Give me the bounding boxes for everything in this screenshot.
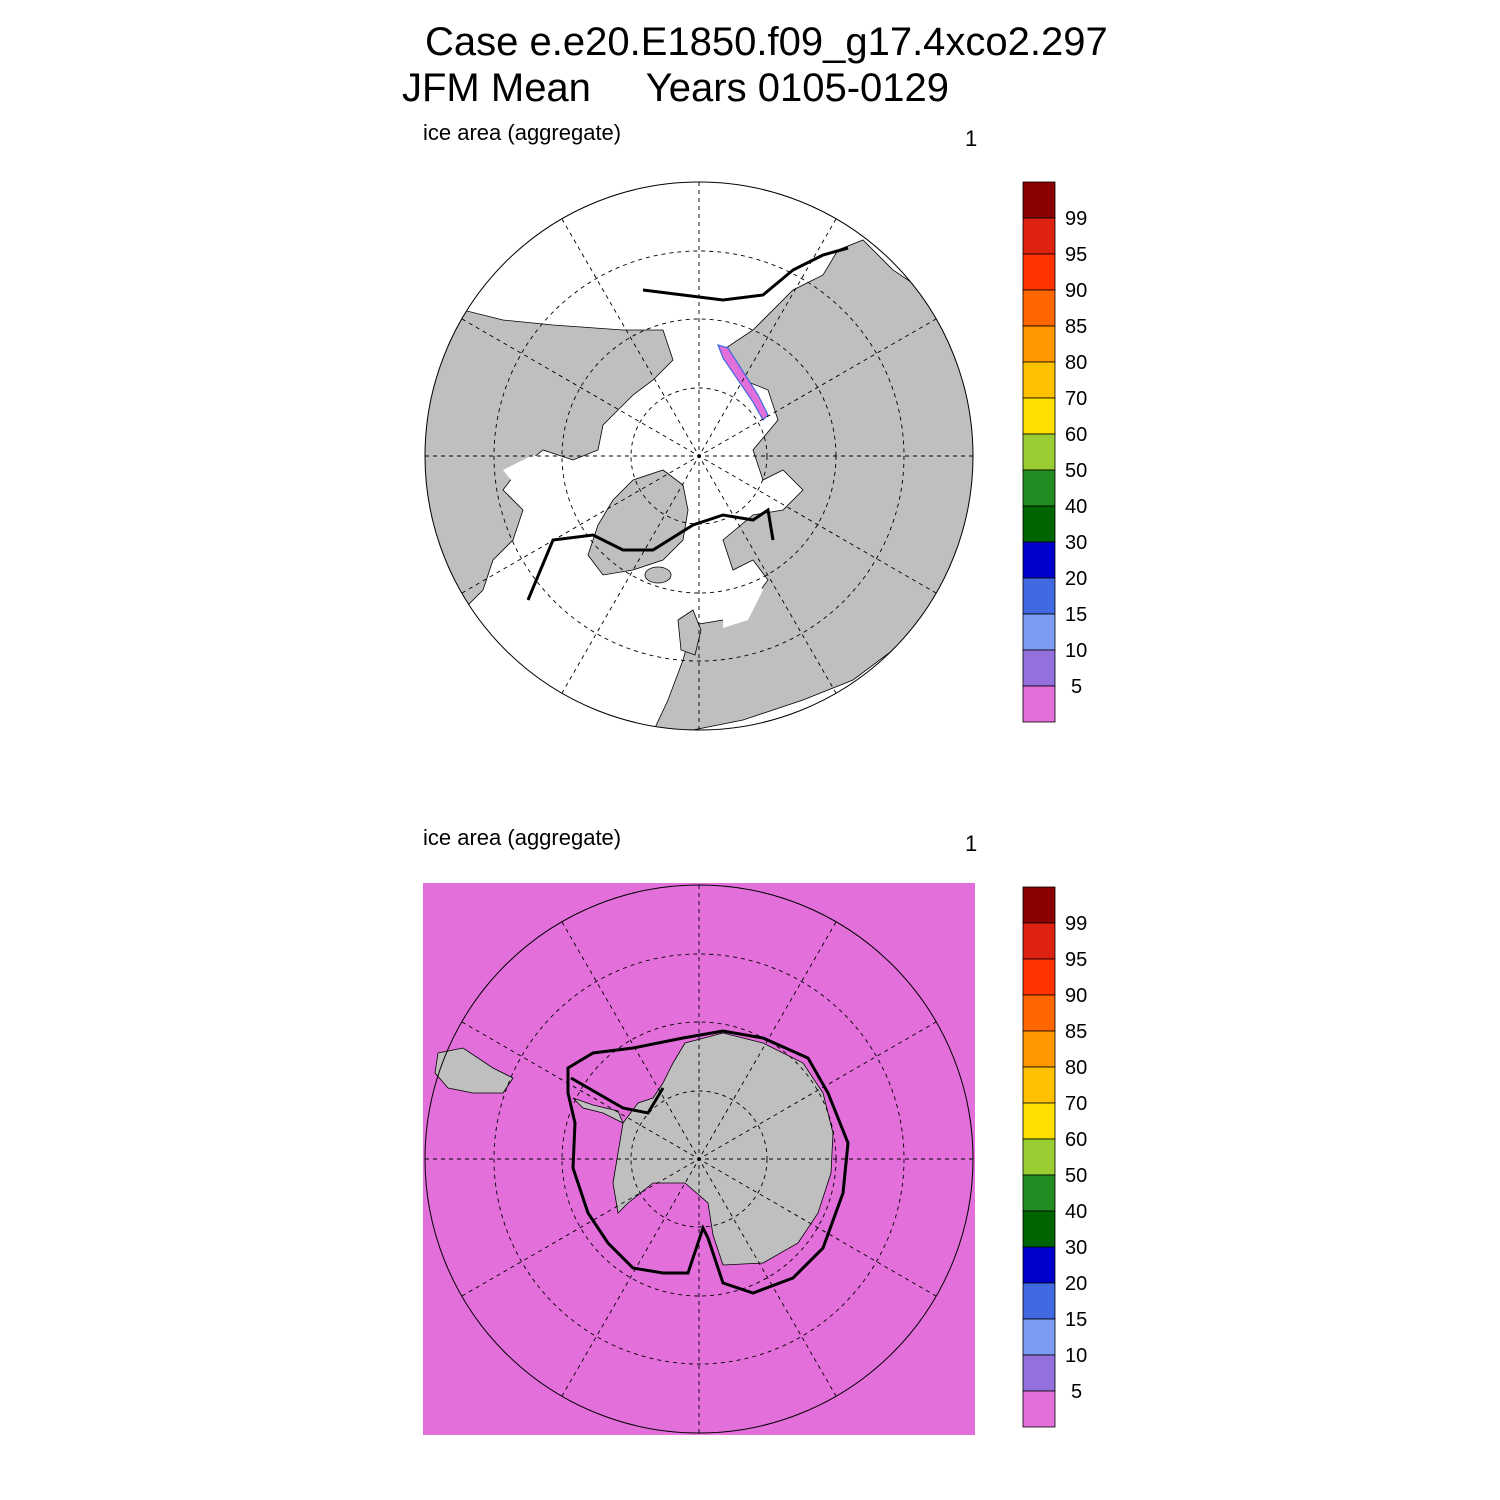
colorbar-2-label-99: 99	[1065, 913, 1087, 935]
north-ice-edge-atlantic	[526, 507, 775, 601]
colorbar-2-label-60: 60	[1065, 1129, 1087, 1151]
colorbar-2-box-10	[1022, 1030, 1056, 1068]
colorbar-2-box-14	[1022, 886, 1056, 924]
colorbar-2-label-40: 40	[1065, 1201, 1087, 1223]
colorbar-2-label-50: 50	[1065, 1165, 1087, 1187]
north-land-america	[425, 309, 674, 621]
colorbar-1-label-10: 10	[1065, 640, 1087, 662]
north-graticule	[425, 182, 973, 730]
colorbar-2-box-4	[1022, 1246, 1056, 1284]
colorbar-1-box-14	[1022, 181, 1056, 219]
colorbar-1-box-5	[1022, 505, 1056, 543]
colorbar-2-label-70: 70	[1065, 1093, 1087, 1115]
colorbar-1-label-99: 99	[1065, 208, 1087, 230]
colorbar-1-box-8	[1022, 397, 1056, 435]
colorbar-1-label-30: 30	[1065, 532, 1087, 554]
colorbar-2-label-80: 80	[1065, 1057, 1087, 1079]
south-graticule	[425, 885, 973, 1433]
colorbar-1-box-13	[1022, 217, 1056, 255]
colorbar-2-box-8	[1022, 1102, 1056, 1140]
south-polar-map	[423, 883, 975, 1435]
colorbar-1-label-20: 20	[1065, 568, 1087, 590]
colorbar-1-box-1	[1022, 649, 1056, 687]
colorbar-1-box-7	[1022, 433, 1056, 471]
colorbar-2-label-10: 10	[1065, 1345, 1087, 1367]
colorbar-1-label-5: 5	[1071, 676, 1082, 698]
colorbar-2-box-11	[1022, 994, 1056, 1032]
colorbar-1-box-4	[1022, 541, 1056, 579]
colorbar-2-box-13	[1022, 922, 1056, 960]
figure-title-line-1: Case e.e20.E1850.f09_g17.4xco2.297	[425, 20, 1108, 64]
colorbar-1-label-70: 70	[1065, 388, 1087, 410]
panel-2-label: ice area (aggregate)	[423, 825, 622, 850]
colorbar-1-box-10	[1022, 325, 1056, 363]
colorbar-1-label-60: 60	[1065, 424, 1087, 446]
colorbar-2-box-6	[1022, 1174, 1056, 1212]
colorbar-2-label-15: 15	[1065, 1309, 1087, 1331]
colorbar-1-label-85: 85	[1065, 316, 1087, 338]
colorbar-2-box-5	[1022, 1210, 1056, 1248]
colorbar-1-label-80: 80	[1065, 352, 1087, 374]
colorbar-2-box-9	[1022, 1066, 1056, 1104]
colorbar-2-box-0	[1022, 1390, 1056, 1428]
figure-title-line-2: JFM Mean Years 0105-0129	[402, 66, 949, 110]
south-ice-edge	[566, 1029, 850, 1295]
panel-1-label: ice area (aggregate)	[423, 120, 622, 145]
colorbar-1-label-50: 50	[1065, 460, 1087, 482]
colorbar-1-box-12	[1022, 253, 1056, 291]
colorbar-1-label-15: 15	[1065, 604, 1087, 626]
colorbar-2-label-20: 20	[1065, 1273, 1087, 1295]
colorbar-2-box-3	[1022, 1282, 1056, 1320]
colorbar-1-box-3	[1022, 577, 1056, 615]
colorbar-1-label-95: 95	[1065, 244, 1087, 266]
colorbar-2-box-12	[1022, 958, 1056, 996]
panel-1-number: 1	[965, 126, 978, 151]
panel-2-number: 1	[965, 831, 978, 856]
south-land-south-america	[434, 1047, 514, 1094]
colorbar-1-box-2	[1022, 613, 1056, 651]
colorbar-2-label-90: 90	[1065, 985, 1087, 1007]
colorbar-south: 5 10 15 20 30 40 50 60 70 80 85 90 95 99	[1022, 886, 1087, 1428]
colorbar-north: 5 10 15 20 30 40 50 60 70 80 85 90 95 99	[1022, 181, 1087, 723]
colorbar-1-box-6	[1022, 469, 1056, 507]
north-ice-edge-pacific	[642, 246, 849, 302]
north-low-ice-strip	[717, 344, 769, 421]
north-polar-map	[424, 181, 974, 731]
colorbar-2-label-30: 30	[1065, 1237, 1087, 1259]
north-land-greenland	[587, 469, 689, 576]
colorbar-2-label-85: 85	[1065, 1021, 1087, 1043]
colorbar-1-label-90: 90	[1065, 280, 1087, 302]
colorbar-2-box-2	[1022, 1318, 1056, 1356]
colorbar-2-label-95: 95	[1065, 949, 1087, 971]
colorbar-1-box-9	[1022, 361, 1056, 399]
colorbar-2-box-1	[1022, 1354, 1056, 1392]
south-land-antarctica	[612, 1032, 834, 1266]
colorbar-1-label-40: 40	[1065, 496, 1087, 518]
colorbar-2-label-5: 5	[1071, 1381, 1082, 1403]
colorbar-2-box-7	[1022, 1138, 1056, 1176]
colorbar-1-box-11	[1022, 289, 1056, 327]
colorbar-1-box-0	[1022, 685, 1056, 723]
